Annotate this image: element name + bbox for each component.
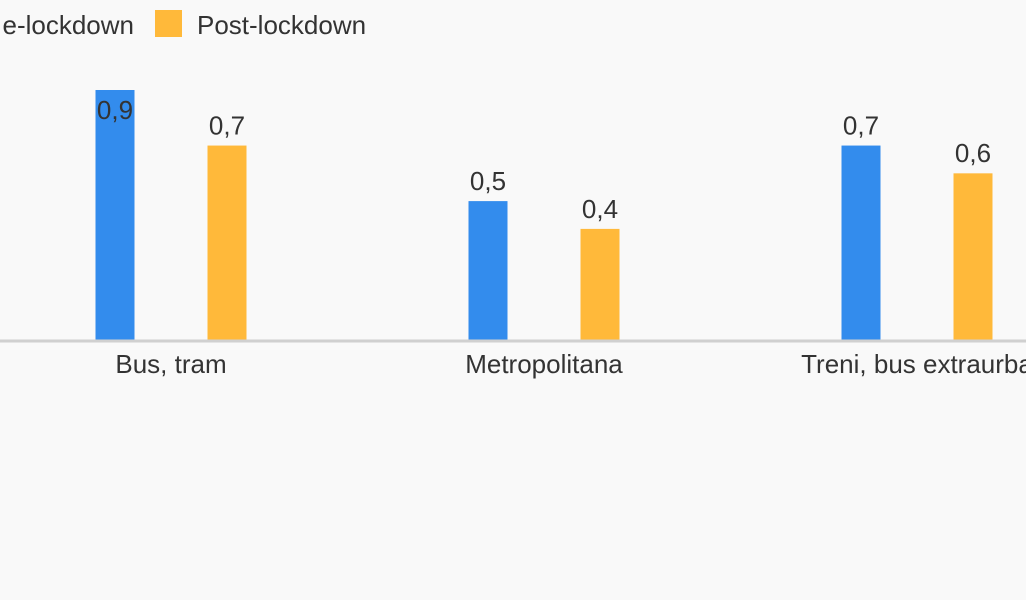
bar: [468, 201, 508, 340]
bar: [580, 228, 620, 340]
legend-swatch: [155, 10, 182, 37]
value-label: 0,4: [582, 194, 618, 224]
x-tick-label: Bus, tram: [115, 349, 226, 379]
bar: [95, 90, 135, 340]
value-label: 0,7: [209, 110, 245, 140]
value-label: 0,6: [955, 138, 991, 168]
value-label: 0,7: [843, 110, 879, 140]
legend-label: e-lockdown: [2, 10, 134, 40]
x-tick-label: Treni, bus extraurba: [801, 349, 1026, 379]
bar: [953, 173, 993, 340]
bar: [841, 145, 881, 340]
bar: [207, 145, 247, 340]
value-label: 0,5: [470, 166, 506, 196]
legend-label: Post-lockdown: [197, 10, 366, 40]
value-label: 0,9: [97, 95, 133, 125]
x-tick-label: Metropolitana: [465, 349, 623, 379]
